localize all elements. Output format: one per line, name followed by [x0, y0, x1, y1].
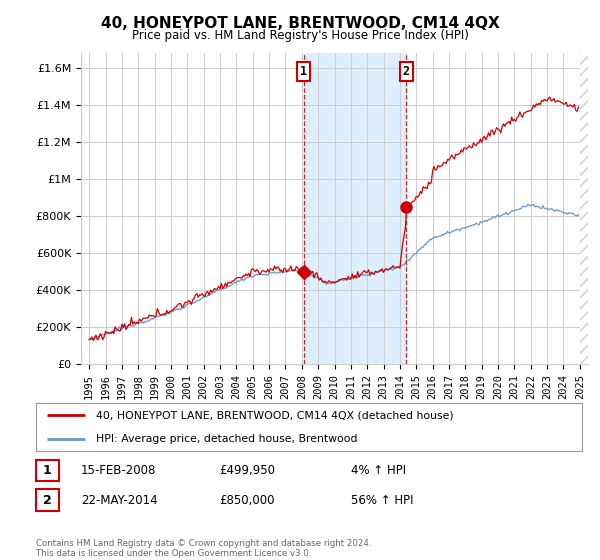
Text: £499,950: £499,950 — [219, 464, 275, 477]
Text: 40, HONEYPOT LANE, BRENTWOOD, CM14 4QX (detached house): 40, HONEYPOT LANE, BRENTWOOD, CM14 4QX (… — [96, 410, 454, 420]
Text: £850,000: £850,000 — [219, 493, 275, 507]
Text: 4% ↑ HPI: 4% ↑ HPI — [351, 464, 406, 477]
Text: 15-FEB-2008: 15-FEB-2008 — [81, 464, 157, 477]
Text: 56% ↑ HPI: 56% ↑ HPI — [351, 493, 413, 507]
Text: HPI: Average price, detached house, Brentwood: HPI: Average price, detached house, Bren… — [96, 434, 358, 444]
Text: 1: 1 — [43, 464, 52, 477]
Text: Contains HM Land Registry data © Crown copyright and database right 2024.
This d: Contains HM Land Registry data © Crown c… — [36, 539, 371, 558]
Bar — [304, 53, 406, 364]
Text: Price paid vs. HM Land Registry's House Price Index (HPI): Price paid vs. HM Land Registry's House … — [131, 29, 469, 42]
Text: 1: 1 — [300, 65, 307, 78]
Text: 2: 2 — [43, 493, 52, 507]
Text: 40, HONEYPOT LANE, BRENTWOOD, CM14 4QX: 40, HONEYPOT LANE, BRENTWOOD, CM14 4QX — [101, 16, 499, 31]
Text: 22-MAY-2014: 22-MAY-2014 — [81, 493, 158, 507]
Text: 2: 2 — [403, 65, 410, 78]
